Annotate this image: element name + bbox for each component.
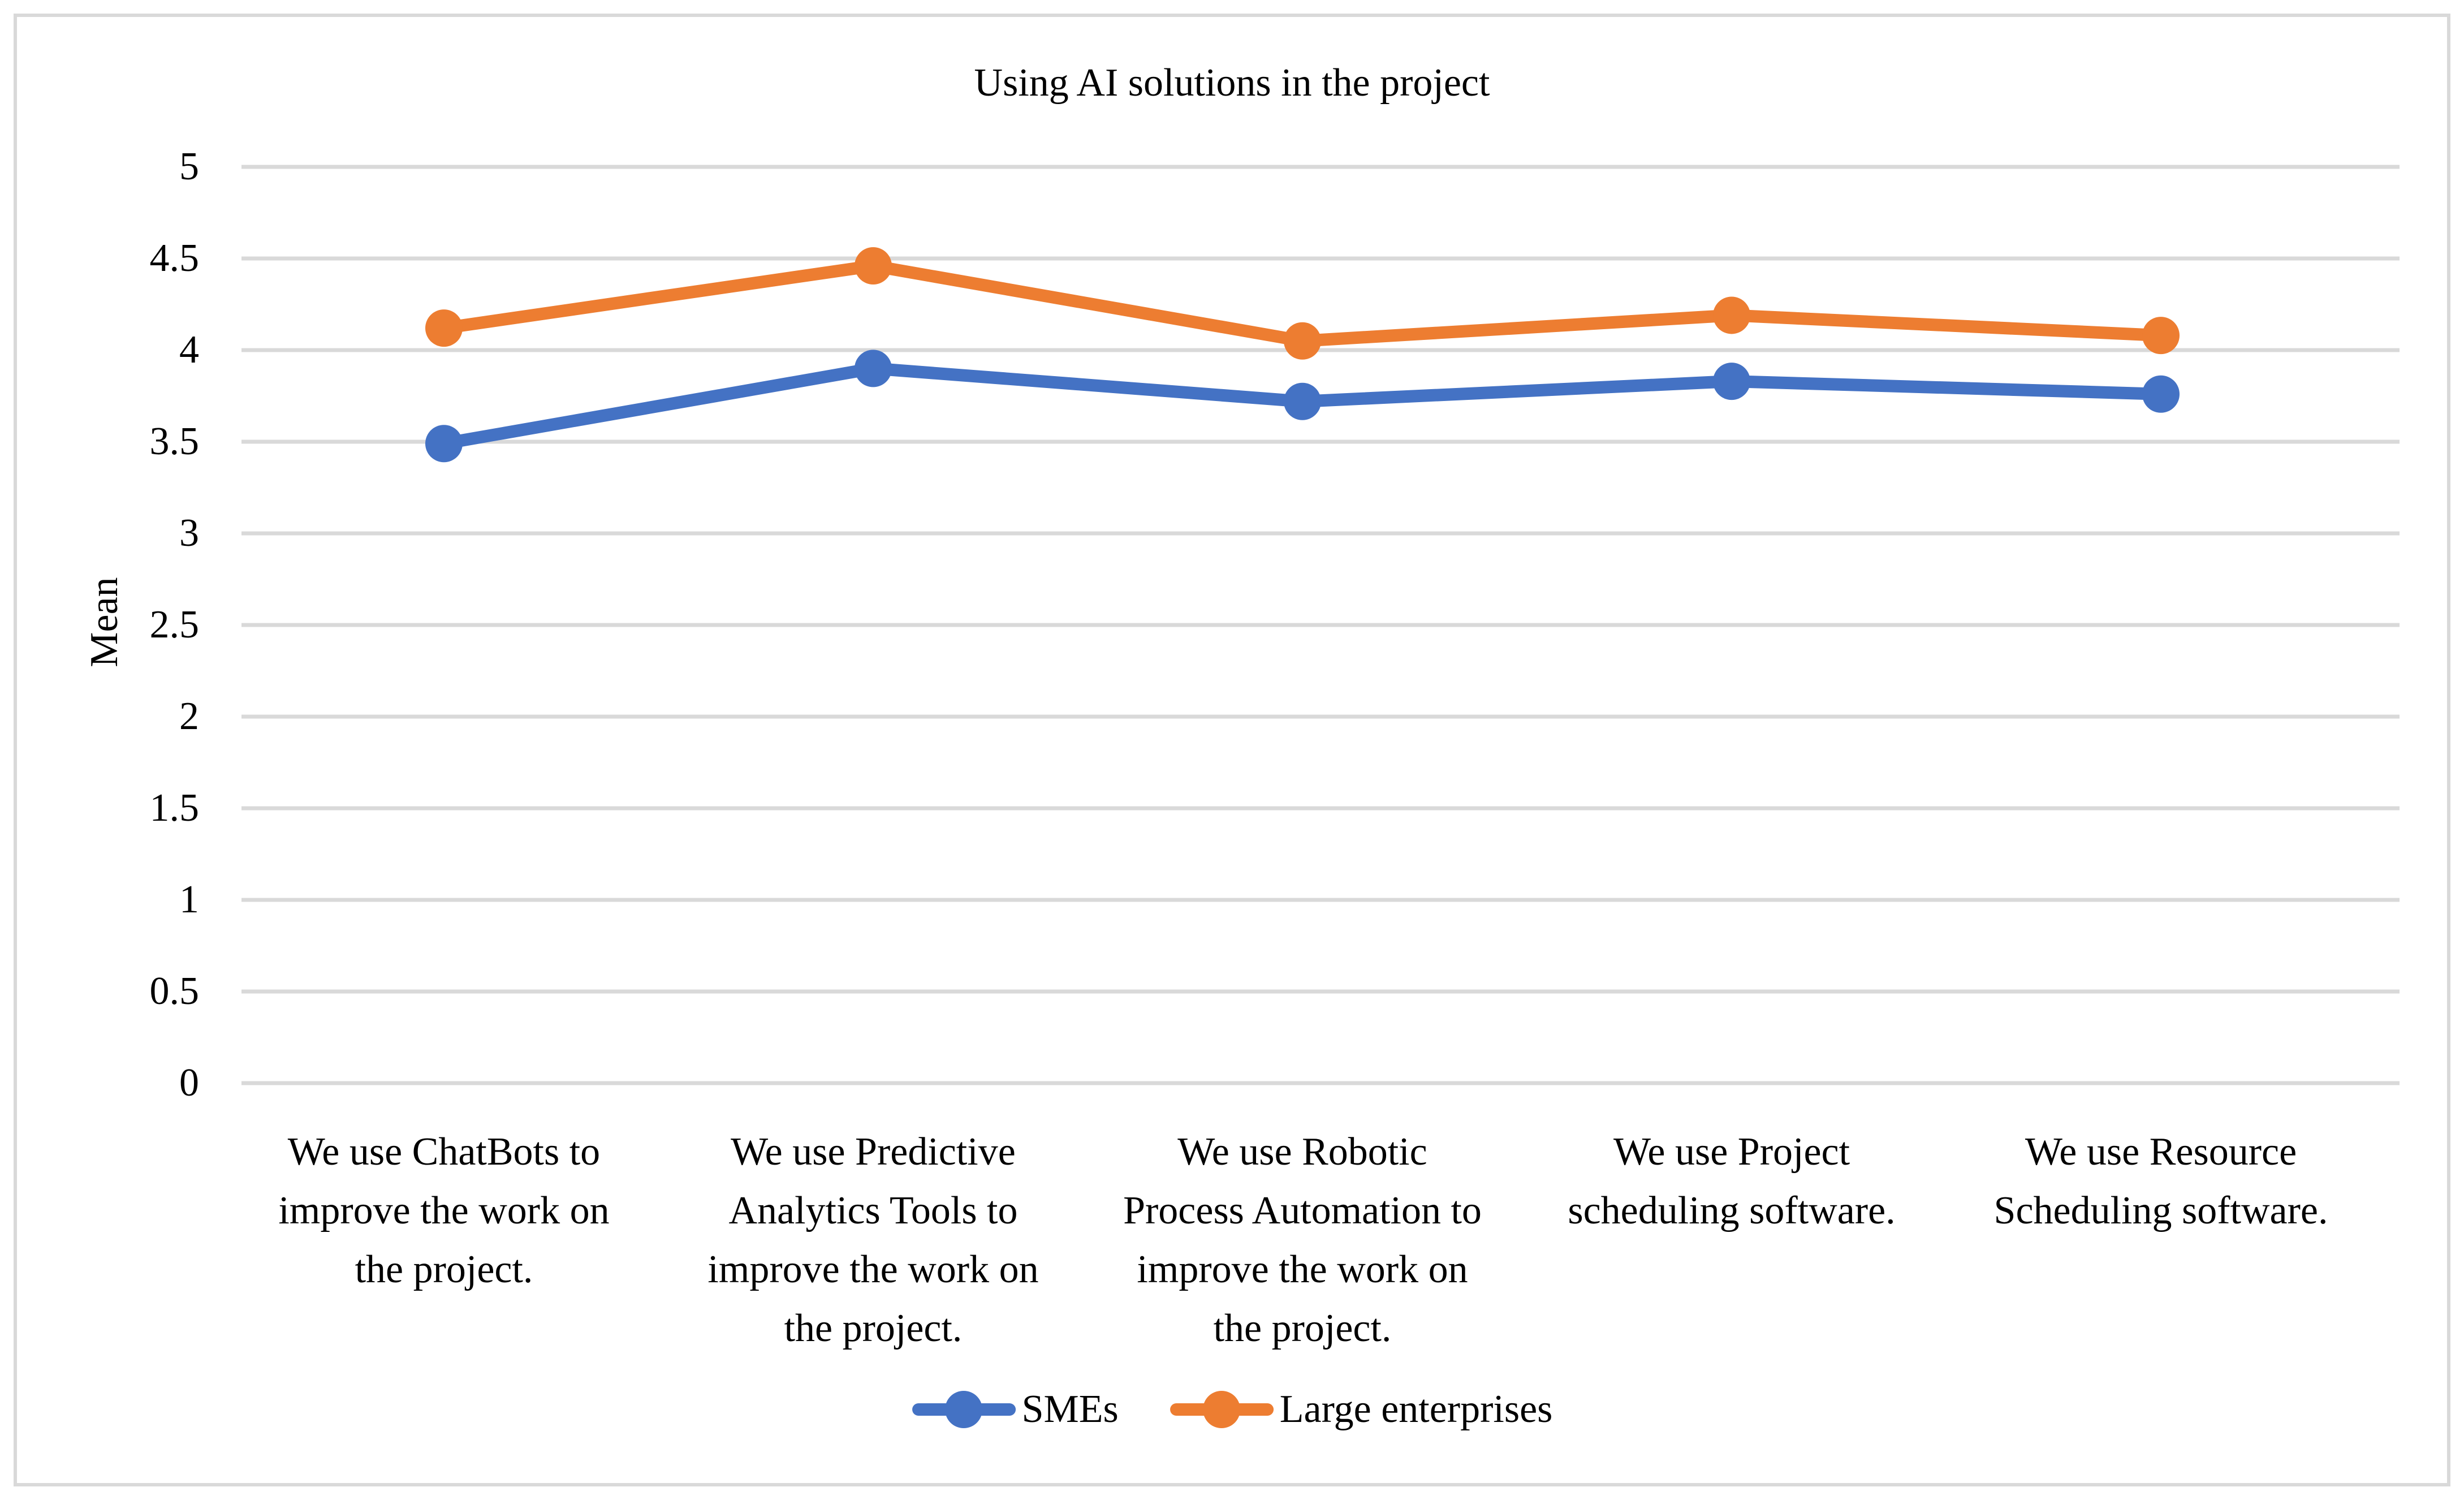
legend: SMEs Large enterprises — [912, 1387, 1553, 1432]
data-point-large-enterprises-1 — [855, 247, 892, 285]
x-category-label-line: We use Robotic — [1177, 1130, 1427, 1174]
x-category-label-line: scheduling software. — [1568, 1189, 1896, 1232]
x-category-label-5: We use Resource Scheduling software. — [1940, 1123, 2381, 1240]
y-tick-label-3: 3 — [179, 511, 199, 555]
legend-label-smes: SMEs — [1021, 1387, 1119, 1431]
data-point-smes-0 — [425, 425, 463, 463]
data-point-smes-4 — [2142, 375, 2180, 413]
y-tick-label-1: 1 — [179, 878, 199, 921]
data-point-large-enterprises-0 — [425, 309, 463, 347]
x-category-label-1: We use ChatBots to improve the work on the… — [223, 1123, 664, 1299]
data-point-large-enterprises-3 — [1713, 296, 1750, 334]
x-category-label-line: We use Predictive — [731, 1130, 1016, 1174]
data-point-large-enterprises-4 — [2142, 317, 2180, 355]
x-category-label-line: improve the work on — [1137, 1248, 1468, 1291]
y-tick-label-0: 0 — [179, 1061, 199, 1105]
legend-item-smes: SMEs — [912, 1387, 1119, 1432]
data-point-smes-1 — [855, 350, 892, 387]
x-category-label-line: We use Resource — [2025, 1130, 2297, 1174]
x-category-label-4: We use Project scheduling software. — [1511, 1123, 1952, 1240]
y-tick-label-5: 5 — [179, 145, 199, 188]
x-category-label-line: Analytics Tools to — [728, 1189, 1018, 1232]
x-category-label-line: We use ChatBots to — [287, 1130, 601, 1174]
x-category-label-line: the project. — [1213, 1307, 1392, 1350]
legend-line-marker-icon — [1170, 1391, 1274, 1428]
x-category-label-line: improve the work on — [278, 1189, 610, 1232]
x-category-label-3: We use Robotic Process Automation to impro… — [1082, 1123, 1523, 1358]
y-tick-label-2-5: 2.5 — [149, 603, 200, 646]
x-category-label-line: the project. — [784, 1307, 963, 1350]
x-category-label-line: Process Automation to — [1123, 1189, 1482, 1232]
y-tick-label-2: 2 — [179, 695, 199, 738]
legend-label-large-enterprises: Large enterprises — [1279, 1387, 1553, 1431]
x-category-label-line: improve the work on — [707, 1248, 1039, 1291]
chart-title: Using AI solutions in the project — [974, 61, 1490, 105]
x-category-label-line: Scheduling software. — [1993, 1189, 2328, 1232]
data-point-large-enterprises-2 — [1284, 322, 1321, 360]
y-tick-label-4-5: 4.5 — [149, 236, 200, 280]
x-category-label-2: We use Predictive Analytics Tools to impro… — [653, 1123, 1094, 1358]
data-point-smes-2 — [1284, 382, 1321, 420]
legend-line-marker-icon — [912, 1391, 1016, 1428]
data-point-smes-3 — [1713, 363, 1750, 400]
y-tick-label-4: 4 — [179, 328, 199, 372]
y-tick-label-0-5: 0.5 — [149, 969, 200, 1013]
y-tick-label-1-5: 1.5 — [149, 786, 200, 830]
y-tick-label-3-5: 3.5 — [149, 420, 200, 463]
x-category-label-line: We use Project — [1613, 1130, 1850, 1174]
legend-item-large-enterprises: Large enterprises — [1170, 1387, 1553, 1432]
x-category-label-line: the project. — [355, 1248, 533, 1291]
